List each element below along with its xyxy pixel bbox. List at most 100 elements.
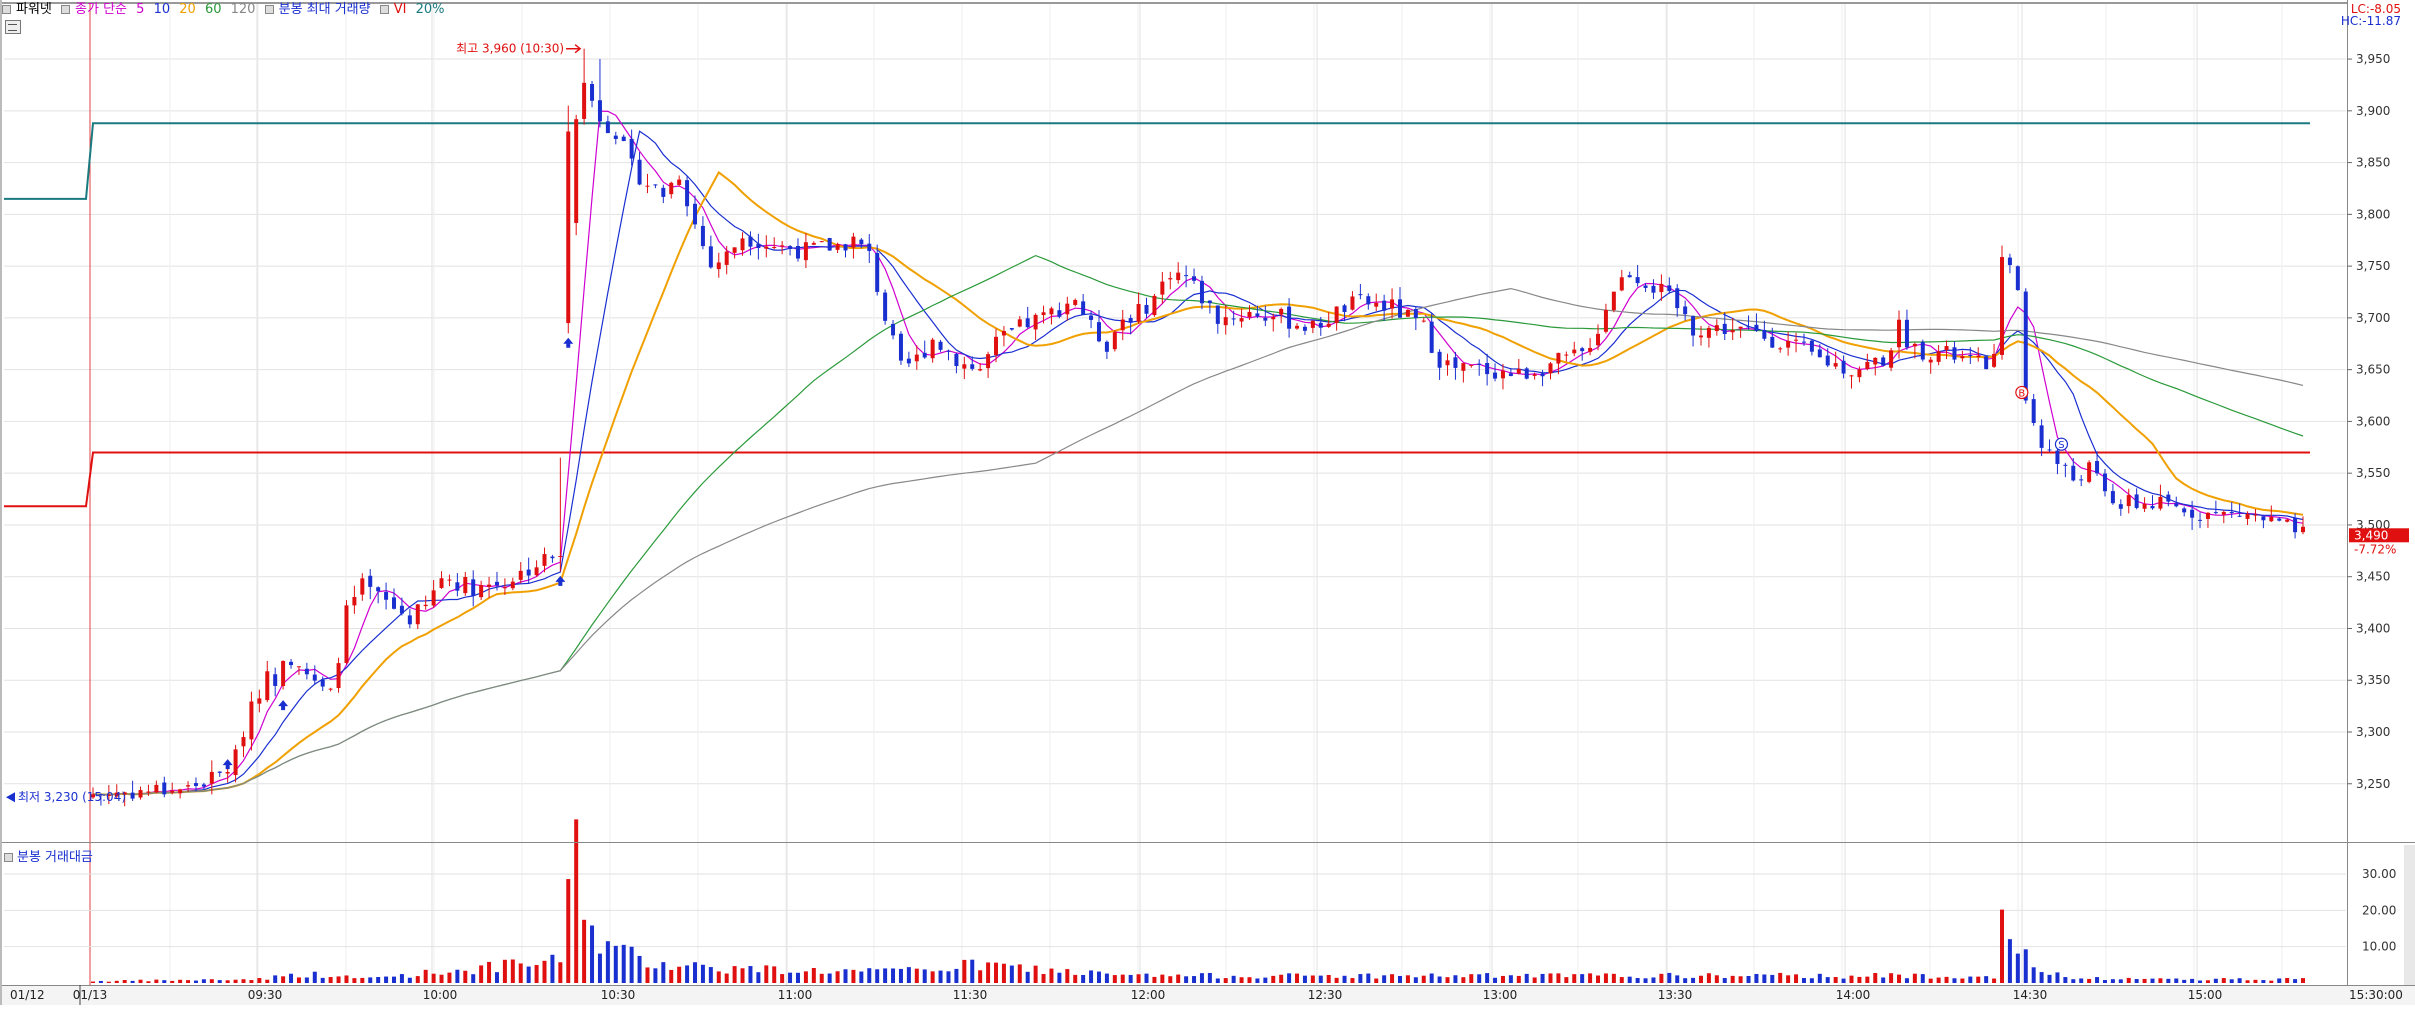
candle-body — [130, 792, 135, 799]
time-tick-label: 01/13 — [73, 988, 108, 1002]
candle-body — [843, 244, 848, 251]
candle-body — [289, 661, 294, 666]
volume-bar — [898, 968, 903, 983]
volume-bar — [978, 970, 983, 983]
candle-body — [2190, 509, 2195, 518]
candle-body — [566, 131, 571, 324]
candle-body — [1096, 322, 1101, 342]
volume-bar — [1136, 974, 1141, 983]
settings-panel-icon[interactable] — [5, 20, 21, 34]
volume-bar — [2039, 972, 2044, 983]
volume-bar — [1160, 974, 1165, 983]
volume-bar — [2205, 980, 2210, 983]
volume-bar — [1168, 976, 1173, 983]
volume-bar — [629, 946, 634, 983]
candle-body — [1025, 318, 1030, 328]
candle-body — [1809, 340, 1814, 352]
volume-bar — [574, 819, 579, 983]
candle-body — [518, 570, 523, 580]
legend-square-icon — [264, 5, 274, 14]
volume-bar — [1302, 975, 1307, 983]
candle-body — [693, 203, 698, 225]
volume-bar — [1081, 974, 1086, 983]
volume-bar — [439, 974, 444, 983]
volume-bar — [843, 969, 848, 983]
candle-body — [1065, 303, 1070, 315]
candle-body — [1762, 329, 1767, 339]
volume-bar — [186, 980, 191, 983]
candle-body — [1857, 369, 1862, 378]
volume-bar — [1485, 973, 1490, 983]
legend-square-icon — [61, 5, 71, 14]
candle-body — [1714, 325, 1719, 332]
volume-panel-title: 분봉 거래대금 — [4, 846, 93, 865]
candle-body — [970, 364, 975, 369]
candle-body — [1889, 350, 1894, 368]
candle-body — [114, 792, 119, 797]
ma-line-5 — [92, 110, 2304, 796]
candle-body — [1049, 308, 1054, 315]
candle-body — [1152, 295, 1157, 316]
volume-bar — [1833, 977, 1838, 983]
candle-body — [613, 135, 618, 139]
volume-bar — [1001, 963, 1006, 983]
candle-body — [209, 771, 214, 784]
candle-body — [2237, 515, 2242, 517]
volume-bar — [582, 919, 587, 983]
legend-square-icon — [379, 5, 389, 14]
volume-bar — [526, 966, 531, 983]
candle-body — [803, 242, 808, 261]
grid-lines — [4, 4, 2346, 985]
volume-bar — [455, 969, 460, 983]
volume-bar — [1421, 975, 1426, 983]
volume-bar — [685, 965, 690, 983]
legend-ma-20: 20 — [179, 2, 196, 17]
candle-body — [914, 354, 919, 362]
candle-body — [708, 246, 713, 268]
price-tick-label: 3,550 — [2356, 466, 2390, 480]
candle-body — [2261, 516, 2266, 521]
candle-body — [2015, 266, 2020, 291]
candle-body — [1904, 319, 1909, 348]
volume-bar — [732, 966, 737, 983]
candle-body — [1397, 299, 1402, 318]
volume-bar — [1382, 975, 1387, 983]
volume-bar — [2150, 978, 2155, 983]
candle-body — [494, 581, 499, 586]
volume-bar — [368, 977, 373, 983]
volume-bar — [1928, 978, 1933, 983]
candle-body — [605, 121, 610, 134]
candle-body — [574, 119, 579, 223]
volume-bar — [827, 973, 832, 983]
candle-body — [772, 247, 777, 249]
volume-bar — [1516, 975, 1521, 983]
candle-body — [1683, 306, 1688, 315]
volume-bar — [716, 971, 721, 983]
candle-body — [756, 243, 761, 248]
legend-vi-label: VI — [393, 2, 407, 17]
candle-body — [1968, 354, 1973, 356]
candle-body — [170, 790, 175, 793]
candle-body — [154, 784, 159, 793]
candle-body — [1081, 301, 1086, 315]
volume-bar — [970, 959, 975, 983]
volume-bar — [1152, 976, 1157, 983]
volume-bar — [788, 972, 793, 983]
candle-body — [653, 184, 658, 186]
candle-body — [225, 771, 230, 774]
candle-body — [1017, 319, 1022, 327]
candle-body — [1722, 323, 1727, 334]
candle-body — [788, 246, 793, 249]
candle-body — [1532, 374, 1537, 376]
candle-body — [1659, 283, 1664, 293]
candle-body — [2158, 496, 2163, 509]
volume-bar — [1762, 974, 1767, 983]
volume-bar — [1992, 978, 1997, 983]
candle-body — [2087, 462, 2092, 482]
candle-body — [1231, 318, 1236, 320]
candle-body — [835, 244, 840, 250]
volume-bar — [447, 972, 452, 983]
candle-body — [162, 782, 167, 795]
